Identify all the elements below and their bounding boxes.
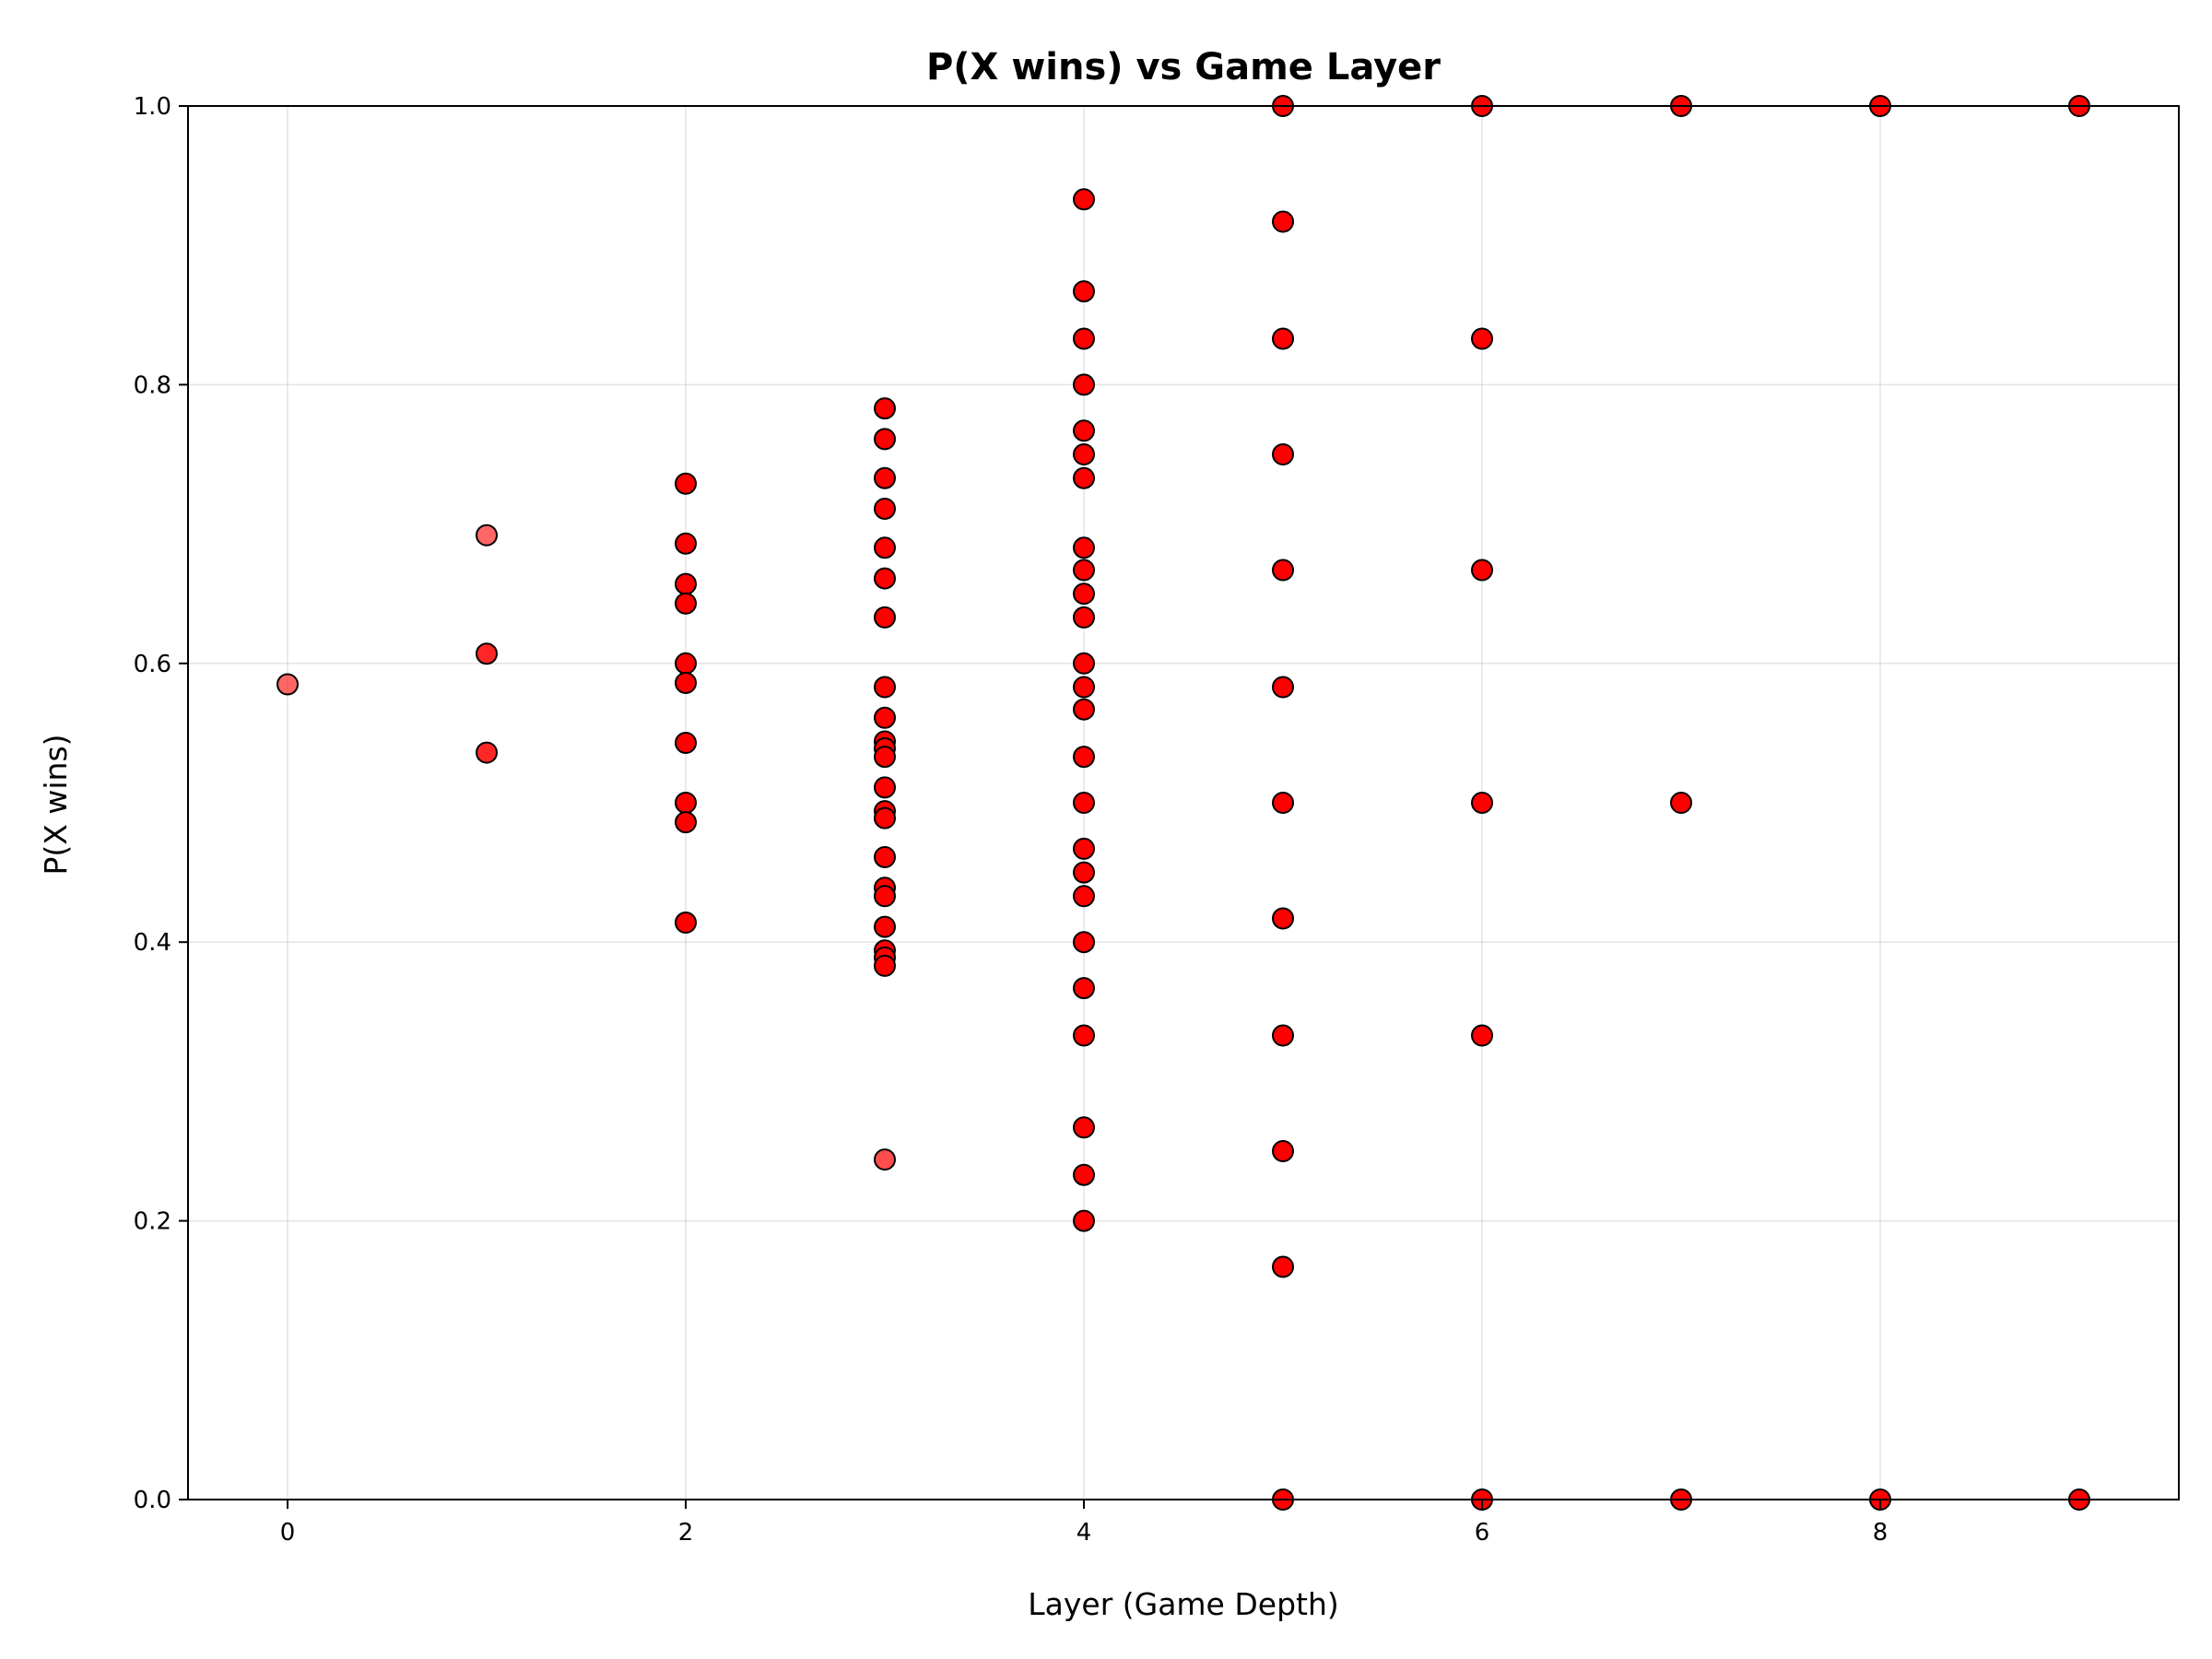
data-point — [675, 572, 697, 595]
data-point — [1272, 907, 1294, 930]
x-axis-ticks: 0 2 4 6 8 — [280, 1500, 1888, 1547]
data-point — [1073, 861, 1095, 884]
data-point — [675, 652, 697, 675]
data-point — [675, 532, 697, 555]
data-point — [675, 472, 697, 495]
data-point — [1073, 280, 1095, 303]
data-point — [1073, 698, 1095, 721]
data-point — [874, 746, 896, 769]
data-point — [1073, 466, 1095, 489]
data-point — [1073, 582, 1095, 606]
data-point — [874, 397, 896, 420]
y-tick-label: 0.6 — [134, 651, 171, 678]
data-point — [675, 811, 697, 834]
x-tick-label: 8 — [1873, 1519, 1888, 1547]
plot-frame — [187, 105, 2180, 1500]
x-tick-label: 4 — [1077, 1519, 1092, 1547]
data-point — [874, 497, 896, 520]
data-point — [1272, 559, 1294, 582]
data-point — [1272, 443, 1294, 465]
data-point — [1272, 1024, 1294, 1047]
y-tick-label: 0.0 — [134, 1487, 171, 1514]
data-point — [1073, 1116, 1095, 1139]
data-point — [1471, 327, 1493, 350]
data-point — [675, 671, 697, 694]
data-point — [1471, 792, 1493, 814]
data-point — [1272, 792, 1294, 814]
data-point — [1073, 676, 1095, 699]
data-point — [675, 731, 697, 754]
data-point — [1073, 188, 1095, 211]
data-point — [874, 915, 896, 938]
data-point — [1073, 837, 1095, 860]
data-point — [476, 642, 498, 665]
chart-title: P(X wins) vs Game Layer — [926, 46, 1441, 88]
data-point — [874, 466, 896, 489]
data-point — [1073, 327, 1095, 350]
x-tick-label: 0 — [280, 1519, 296, 1547]
data-point — [1073, 931, 1095, 954]
data-point — [874, 706, 896, 729]
data-point — [1073, 977, 1095, 1000]
data-point — [675, 792, 697, 814]
data-point — [476, 741, 498, 764]
data-point — [874, 428, 896, 451]
data-point — [1073, 559, 1095, 582]
data-point — [1272, 676, 1294, 699]
data-point — [1272, 327, 1294, 350]
data-point — [1073, 536, 1095, 559]
y-tick-label: 0.2 — [134, 1208, 171, 1236]
x-axis-label: Layer (Game Depth) — [1028, 1586, 1339, 1622]
data-point — [874, 806, 896, 830]
y-axis-ticks: 0.0 0.2 0.4 0.6 0.8 1.0 — [134, 93, 188, 1514]
data-point — [874, 676, 896, 699]
data-point — [675, 592, 697, 615]
data-point — [276, 673, 299, 696]
data-point — [1272, 1255, 1294, 1278]
data-point — [1073, 1163, 1095, 1186]
data-point — [874, 885, 896, 908]
data-point — [1471, 1024, 1493, 1047]
data-point — [874, 567, 896, 590]
data-point — [874, 606, 896, 629]
data-point — [1073, 1209, 1095, 1232]
data-point — [1073, 746, 1095, 769]
data-point — [1073, 792, 1095, 814]
data-point — [1272, 210, 1294, 233]
data-point — [675, 912, 697, 935]
data-point — [1073, 1024, 1095, 1047]
data-point — [1272, 1140, 1294, 1162]
data-point — [874, 1148, 896, 1171]
data-point — [1471, 559, 1493, 582]
data-point — [874, 776, 896, 799]
y-axis-label: P(X wins) — [38, 734, 74, 875]
data-point — [1073, 652, 1095, 675]
y-tick-label: 1.0 — [134, 93, 171, 121]
y-tick-label: 0.4 — [134, 929, 171, 957]
data-point — [874, 845, 896, 868]
data-point — [1073, 443, 1095, 465]
data-point — [476, 524, 498, 547]
x-tick-label: 6 — [1475, 1519, 1490, 1547]
data-point — [1073, 606, 1095, 629]
y-tick-label: 0.8 — [134, 371, 171, 399]
data-point — [1073, 373, 1095, 396]
x-tick-label: 2 — [678, 1519, 694, 1547]
data-point — [874, 954, 896, 977]
data-point — [874, 536, 896, 559]
data-point — [1073, 885, 1095, 908]
data-point — [1073, 419, 1095, 442]
data-point — [1670, 792, 1692, 814]
